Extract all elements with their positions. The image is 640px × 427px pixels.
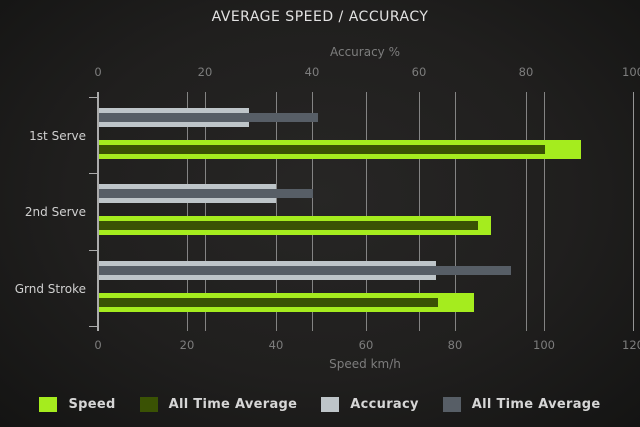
y-axis-category-tick <box>89 326 97 327</box>
gridline <box>633 92 634 331</box>
y-axis-category-tick <box>89 97 97 98</box>
gridline <box>419 92 420 331</box>
tick-label-bottom: 120 <box>622 338 640 352</box>
legend-label: Accuracy <box>350 397 419 412</box>
legend-item-accuracy[interactable]: Accuracy <box>321 397 419 412</box>
chart-title: AVERAGE SPEED / ACCURACY <box>211 9 429 25</box>
tick-label-top: 20 <box>197 65 213 79</box>
legend-swatch <box>139 397 158 412</box>
gridline <box>455 92 456 331</box>
tick-label-bottom: 80 <box>447 338 463 352</box>
legend-swatch <box>442 397 461 412</box>
legend-label: Speed <box>68 397 116 412</box>
tick-label-bottom: 100 <box>533 338 555 352</box>
gridline <box>526 92 527 331</box>
bottom-axis-title: Speed km/h <box>329 357 401 371</box>
y-axis-category-tick <box>89 250 97 251</box>
top-axis-title: Accuracy % <box>329 45 400 59</box>
tick-label-top: 60 <box>411 65 427 79</box>
bar-all-time-average-top-1st-serve[interactable] <box>99 113 319 122</box>
legend-swatch <box>39 397 58 412</box>
gridline <box>312 92 313 331</box>
legend-item-speed[interactable]: Speed <box>39 397 115 412</box>
bar-all-time-average-top-grnd-stroke[interactable] <box>99 265 511 275</box>
gridline <box>276 92 277 331</box>
category-label-grnd-stroke: Grnd Stroke <box>14 281 86 296</box>
legend: Speed All Time Average Accuracy All Time Av… <box>0 397 640 412</box>
category-label-2nd-serve: 2nd Serve <box>24 205 86 220</box>
legend-item-all-time-average[interactable]: All Time Average <box>442 397 601 412</box>
bar-all-time-average-bottom-2nd-serve[interactable] <box>99 221 478 231</box>
y-axis-category-tick <box>89 173 97 174</box>
legend-label: All Time Average <box>471 397 601 412</box>
category-label-1st-serve: 1st Serve <box>29 129 86 143</box>
gridline <box>205 92 206 331</box>
legend-item-all-time-average[interactable]: All Time Average <box>139 397 298 412</box>
tick-label-bottom: 40 <box>268 338 284 352</box>
tick-label-top: 100 <box>622 65 640 79</box>
gridline <box>366 92 367 331</box>
tick-label-bottom: 60 <box>358 338 374 352</box>
gridline <box>544 92 545 331</box>
tick-label-top: 0 <box>94 65 102 79</box>
legend-swatch <box>321 397 340 412</box>
gridline <box>187 92 188 331</box>
tick-label-bottom: 20 <box>179 338 195 352</box>
bar-all-time-average-bottom-1st-serve[interactable] <box>99 145 545 154</box>
tick-label-top: 40 <box>304 65 320 79</box>
legend-label: All Time Average <box>168 397 298 412</box>
tick-label-bottom: 0 <box>94 338 102 352</box>
tick-label-top: 80 <box>518 65 534 79</box>
y-axis-line <box>97 92 99 331</box>
bar-all-time-average-bottom-grnd-stroke[interactable] <box>99 297 438 307</box>
bar-all-time-average-top-2nd-serve[interactable] <box>99 189 313 199</box>
